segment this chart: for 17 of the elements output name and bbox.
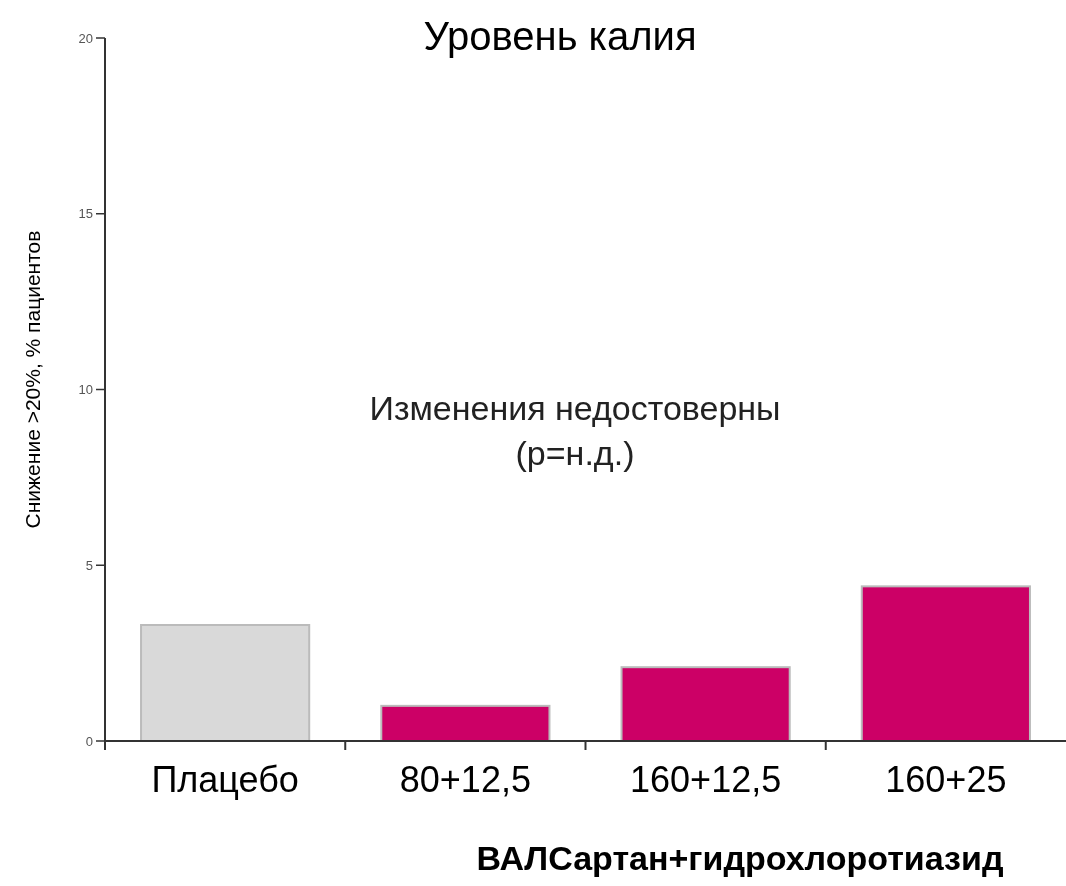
y-axis-title: Снижение >20%, % пациентов: [21, 230, 44, 529]
y-tick-label: 20: [78, 30, 93, 46]
chart-title: Уровень калия: [423, 14, 697, 58]
bar: [860, 585, 1031, 742]
y-tick-label: 15: [78, 206, 93, 222]
annotation: Изменения недостоверны (p=н.д.): [369, 389, 781, 472]
x-tick-label: Плацебо: [151, 759, 299, 800]
x-tick-label: 160+25: [885, 759, 1007, 800]
y-tick-label: 0: [85, 733, 93, 749]
x-axis-title: ВАЛСартан+гидрохлоротиазид: [476, 839, 1004, 877]
bar: [620, 666, 791, 742]
y-tick-label: 10: [78, 382, 93, 398]
bar: [140, 624, 311, 742]
y-tick-label: 5: [85, 557, 93, 573]
bar: [380, 704, 551, 742]
x-tick-label: 160+12,5: [630, 759, 782, 800]
x-tick-label: 80+12,5: [399, 759, 531, 800]
